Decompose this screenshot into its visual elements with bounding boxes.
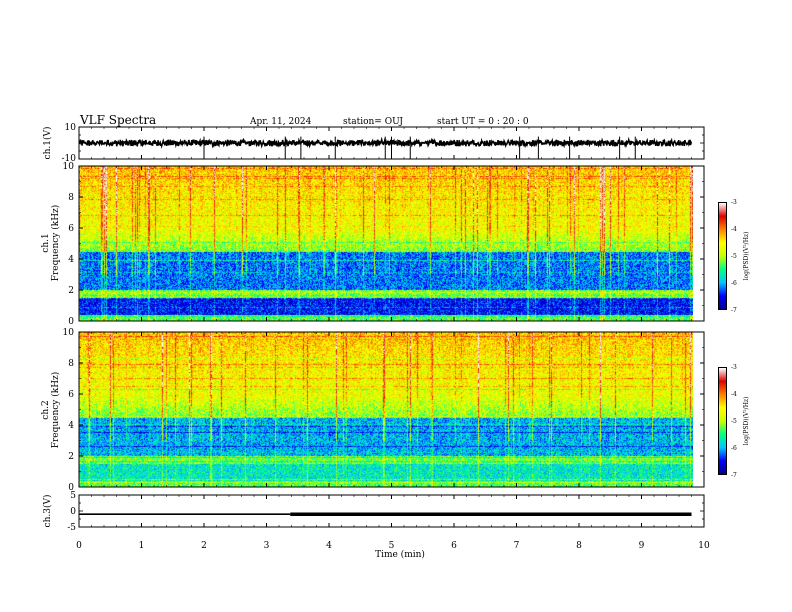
time-axis: 0 1 2 3 4 5 6 7 8 9 10 xyxy=(76,126,710,551)
start-time-label: start UT = 0 : 20 : 0 xyxy=(437,117,529,127)
figure-title: VLF Spectra xyxy=(79,113,156,127)
freq-tick-label: 8 xyxy=(68,193,74,203)
ch3-ylabel: ch.3(V) xyxy=(42,495,53,528)
ch2-spectrogram-image xyxy=(79,332,693,487)
ch1-ytick-bottom: -10 xyxy=(62,154,77,164)
colorbar-tick-label: -4 xyxy=(731,226,737,233)
time-axis-label: Time (min) xyxy=(375,549,425,560)
time-tick-label: 1 xyxy=(139,541,145,551)
freq-tick-label: 8 xyxy=(68,359,74,369)
time-tick-label: 2 xyxy=(201,541,207,551)
time-tick-label: 5 xyxy=(389,541,395,551)
colorbar-tick-label: -7 xyxy=(731,472,737,479)
ch1-spectrogram-image xyxy=(79,166,693,321)
ch1-colorbar: -3 -4 -5 -6 -7 log(PSD)(V²/Hz) xyxy=(718,199,750,314)
freq-tick-label: 0 xyxy=(68,317,74,327)
colorbar-tick-label: -3 xyxy=(731,364,737,371)
freq-tick-label: 4 xyxy=(68,421,74,431)
freq-tick-label: 4 xyxy=(68,255,74,265)
ch3-ytick-mid: 0 xyxy=(70,507,76,517)
freq-tick-label: 10 xyxy=(63,162,75,172)
ch1-colorbar-label: log(PSD)(V²/Hz) xyxy=(743,232,750,281)
ch1-ylabel: ch.1(V) xyxy=(42,127,53,160)
time-tick-label: 7 xyxy=(514,541,520,551)
time-tick-label: 3 xyxy=(264,541,270,551)
ch2-colorbar: -3 -4 -5 -6 -7 log(PSD)(V²/Hz) xyxy=(718,364,750,479)
ch1-spectrogram-panel: 0 2 4 6 8 10 ch.1 Frequency (kHz) xyxy=(41,162,705,327)
freq-tick-label: 6 xyxy=(68,390,74,400)
time-tick-label: 9 xyxy=(639,541,645,551)
date-label: Apr. 11, 2024 xyxy=(249,117,312,127)
colorbar-tick-label: -3 xyxy=(731,199,737,206)
ch2-spec-ylabel-top: ch.2 xyxy=(41,400,51,419)
colorbar-tick-label: -7 xyxy=(731,307,737,314)
freq-tick-label: 0 xyxy=(68,483,74,493)
colorbar-tick-label: -5 xyxy=(731,418,737,425)
colorbar-tick-label: -4 xyxy=(731,391,737,398)
ch3-ytick-bottom: -5 xyxy=(67,523,76,533)
freq-tick-label: 6 xyxy=(68,224,74,234)
ch2-colorbar-label: log(PSD)(V²/Hz) xyxy=(743,397,750,446)
ch1-waveform-panel: 10 -10 ch.1(V) xyxy=(42,123,705,164)
ch2-spec-ylabel: Frequency (kHz) xyxy=(50,372,61,449)
colorbar-tick-label: -6 xyxy=(731,445,737,452)
ch1-waveform-trace xyxy=(78,136,693,159)
station-label: station= OUJ xyxy=(343,117,403,127)
ch3-ytick-top: 5 xyxy=(70,491,76,501)
time-tick-label: 6 xyxy=(451,541,457,551)
time-tick-label: 0 xyxy=(76,541,82,551)
ch1-spec-ylabel-top: ch.1 xyxy=(41,233,51,252)
freq-tick-label: 2 xyxy=(68,286,74,296)
ch2-spectrogram-panel: 0 2 4 6 8 10 ch.2 Frequency (kHz) xyxy=(41,328,705,493)
colorbar-tick-label: -5 xyxy=(731,253,737,260)
time-tick-label: 8 xyxy=(576,541,582,551)
ch1-ytick-top: 10 xyxy=(65,123,77,133)
time-tick-label: 4 xyxy=(326,541,332,551)
time-tick-label: 10 xyxy=(698,541,710,551)
ch3-frame xyxy=(78,494,705,528)
ch3-panel: 5 0 -5 ch.3(V) xyxy=(42,491,705,533)
ch1-spec-ylabel: Frequency (kHz) xyxy=(50,205,61,282)
freq-tick-label: 2 xyxy=(68,452,74,462)
freq-tick-label: 10 xyxy=(63,328,75,338)
colorbar-tick-label: -6 xyxy=(731,280,737,287)
